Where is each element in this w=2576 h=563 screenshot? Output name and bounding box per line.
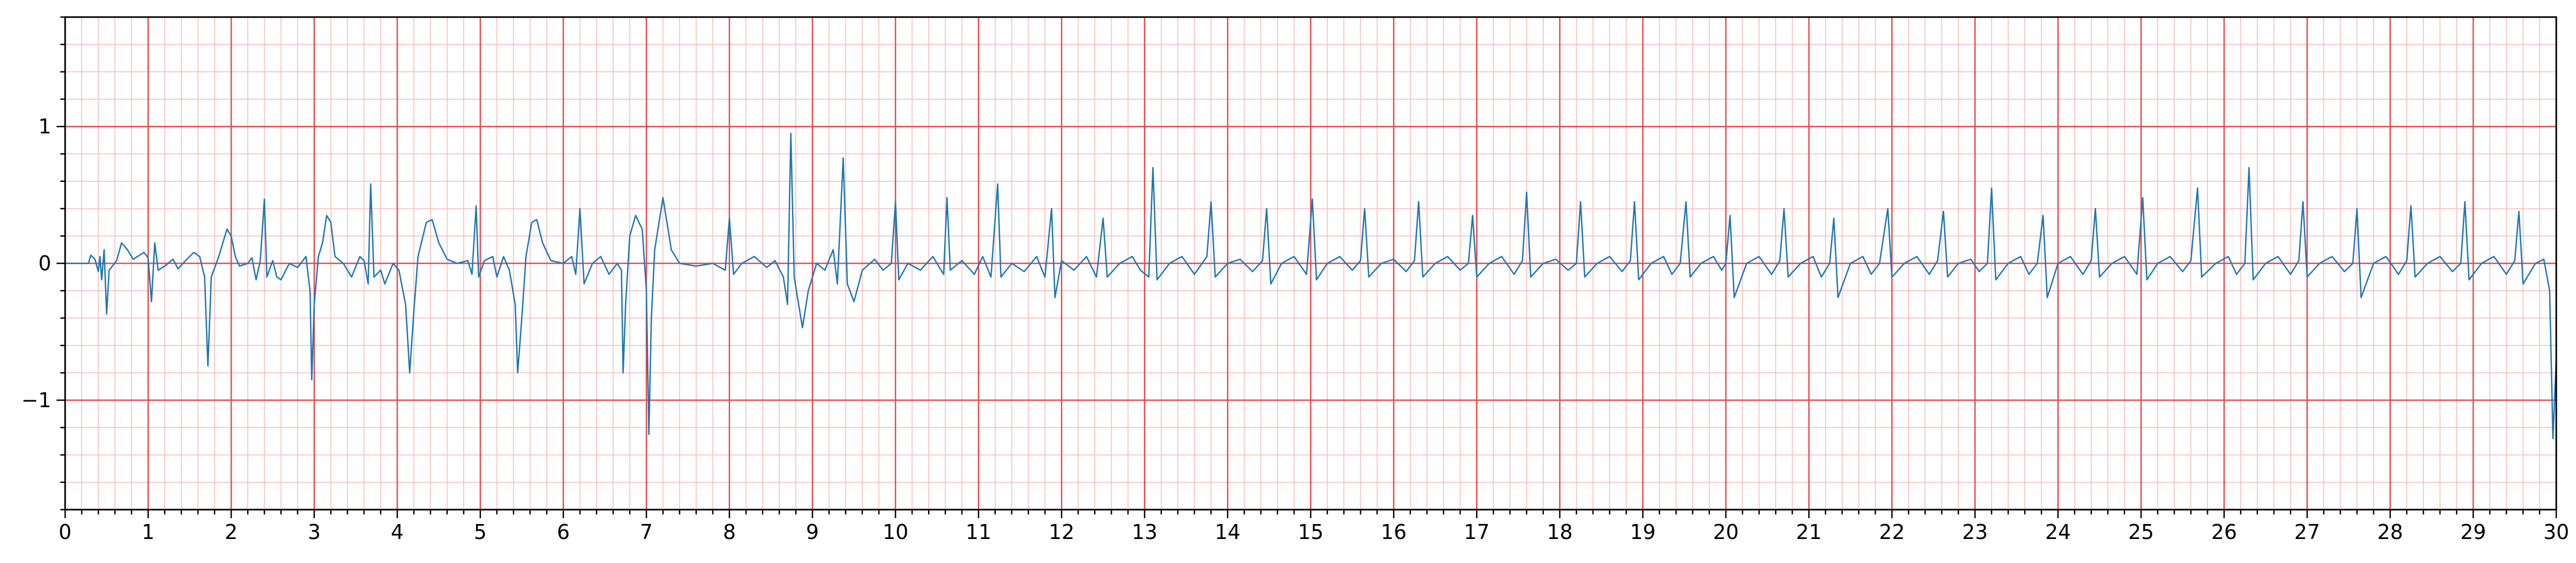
ecg-trace-layer (65, 132, 2557, 439)
x-tick-label: 18 (1547, 520, 1573, 544)
y-tick-label: 0 (38, 252, 51, 275)
x-tick-label: 10 (883, 520, 908, 544)
x-tick-label: 22 (1879, 520, 1905, 544)
x-axis: 0 1 2 3 4 5 6 7 8 9 10 11 12 13 14 15 16 17 18 19 20 21 22 23 24… (59, 510, 2569, 544)
x-tick-label: 14 (1215, 520, 1240, 544)
x-tick-label: 9 (806, 520, 819, 544)
x-tick-label: 13 (1132, 520, 1158, 544)
y-tick-label: 1 (38, 115, 51, 138)
x-tick-label: 23 (1962, 520, 1988, 544)
x-tick-label: 8 (723, 520, 736, 544)
x-tick-label: 2 (225, 520, 237, 544)
x-tick-label: 27 (2294, 520, 2320, 544)
y-tick-label: −1 (21, 388, 51, 412)
x-tick-label: 7 (640, 520, 653, 544)
x-tick-label: 3 (308, 520, 321, 544)
x-tick-label: 15 (1298, 520, 1323, 544)
x-tick-label: 5 (474, 520, 487, 544)
x-tick-label: 4 (391, 520, 403, 544)
x-tick-label: 1 (142, 520, 155, 544)
y-axis: −1 0 1 (21, 16, 65, 511)
x-tick-label: 17 (1464, 520, 1489, 544)
x-tick-label: 26 (2211, 520, 2237, 544)
x-tick-label: 20 (1713, 520, 1739, 544)
x-tick-label: 19 (1630, 520, 1655, 544)
x-tick-label: 29 (2460, 520, 2486, 544)
x-tick-label: 24 (2045, 520, 2071, 544)
x-tick-label: 25 (2128, 520, 2154, 544)
x-tick-label: 12 (1049, 520, 1074, 544)
ecg-trace-line (65, 132, 2557, 439)
x-tick-label: 30 (2543, 520, 2569, 544)
x-tick-label: 28 (2377, 520, 2403, 544)
major-grid (64, 17, 2557, 510)
x-tick-label: 21 (1796, 520, 1821, 544)
x-tick-label: 11 (965, 520, 991, 544)
x-tick-label: 16 (1381, 520, 1406, 544)
x-tick-label: 6 (557, 520, 570, 544)
x-tick-label: 0 (59, 520, 72, 544)
